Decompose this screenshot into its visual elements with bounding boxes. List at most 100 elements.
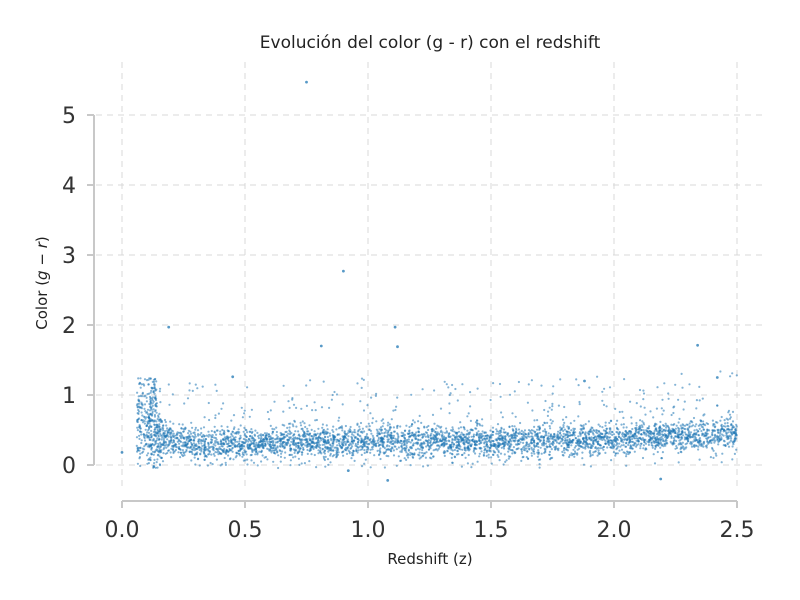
y-axis-label-prefix: Color (	[33, 280, 51, 330]
data-point	[308, 460, 311, 463]
data-point	[545, 440, 548, 443]
data-point	[568, 454, 572, 457]
data-point	[563, 447, 566, 450]
data-point	[321, 426, 324, 429]
data-point	[704, 445, 707, 448]
data-point	[410, 393, 413, 396]
data-point	[171, 448, 174, 451]
data-point	[464, 435, 467, 438]
data-point	[706, 440, 709, 444]
data-point	[420, 421, 423, 424]
x-tick-label: 1.5	[474, 518, 509, 543]
data-point	[466, 429, 469, 432]
data-point	[140, 402, 143, 406]
data-point	[497, 449, 500, 452]
data-point	[270, 440, 273, 444]
data-point	[531, 448, 534, 451]
data-point	[241, 455, 244, 458]
data-point	[194, 443, 197, 446]
data-point	[469, 419, 472, 422]
data-point	[512, 436, 516, 439]
data-point	[380, 439, 383, 442]
data-point	[441, 438, 444, 441]
data-point	[155, 439, 158, 442]
data-point	[359, 400, 362, 403]
data-point	[445, 383, 448, 386]
data-point	[660, 457, 663, 460]
data-point	[481, 434, 485, 437]
data-point	[689, 431, 693, 434]
data-point	[379, 451, 382, 454]
data-point	[695, 407, 698, 410]
data-point	[609, 432, 612, 435]
data-point	[197, 434, 200, 437]
data-point	[377, 436, 380, 439]
data-point	[548, 437, 552, 440]
data-point	[245, 435, 248, 438]
data-point	[330, 398, 333, 401]
data-point	[596, 375, 599, 378]
data-point	[697, 424, 700, 427]
data-point	[292, 456, 295, 459]
data-point	[378, 453, 381, 456]
data-point	[726, 437, 729, 441]
data-point	[421, 436, 424, 439]
data-point	[529, 442, 532, 445]
data-point	[609, 446, 612, 449]
data-point	[426, 442, 429, 445]
data-point	[485, 443, 488, 446]
data-point	[562, 432, 565, 435]
data-point	[140, 407, 144, 410]
data-point	[167, 435, 170, 438]
data-point	[549, 427, 552, 430]
data-point	[286, 426, 289, 429]
data-point	[625, 453, 628, 456]
data-point	[717, 443, 720, 446]
data-point	[544, 432, 548, 435]
data-point	[226, 425, 229, 428]
data-point	[274, 441, 277, 444]
data-point	[372, 436, 375, 439]
data-point	[516, 447, 519, 450]
data-point	[593, 436, 596, 439]
data-point	[171, 441, 174, 444]
data-point	[303, 435, 306, 438]
data-point	[341, 429, 344, 432]
data-point	[400, 440, 403, 443]
data-point	[232, 438, 235, 441]
data-point	[201, 385, 204, 388]
data-point	[218, 446, 221, 449]
data-point	[153, 423, 156, 426]
data-point	[150, 408, 153, 411]
data-point	[729, 435, 732, 438]
data-point	[153, 413, 156, 417]
data-point	[390, 418, 393, 421]
data-point	[276, 440, 279, 443]
data-point	[524, 449, 527, 452]
data-point	[310, 453, 313, 456]
data-point	[460, 431, 463, 434]
data-point	[664, 444, 667, 447]
data-point	[369, 437, 372, 441]
data-point	[565, 416, 568, 419]
data-point	[224, 440, 228, 443]
data-point	[279, 445, 282, 448]
outlier-point	[715, 376, 719, 379]
data-point	[407, 456, 410, 459]
data-point	[179, 456, 182, 459]
data-point	[263, 456, 266, 459]
data-point	[597, 433, 601, 436]
data-point	[256, 453, 259, 456]
data-point	[724, 430, 727, 433]
data-point	[202, 440, 205, 443]
data-point	[166, 451, 169, 455]
data-point	[500, 439, 504, 442]
data-point	[546, 414, 550, 417]
data-point	[560, 427, 563, 431]
data-point	[541, 424, 545, 427]
data-point	[261, 433, 265, 436]
data-point	[519, 421, 522, 425]
data-point	[352, 450, 355, 453]
data-point	[462, 426, 465, 429]
data-point	[552, 440, 555, 443]
